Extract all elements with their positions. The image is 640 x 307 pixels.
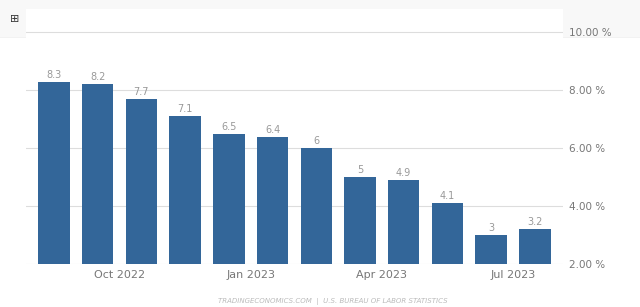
Text: 4.1: 4.1	[440, 191, 455, 201]
Text: 7.1: 7.1	[177, 104, 193, 114]
Text: 4.9: 4.9	[396, 168, 412, 178]
Bar	[82, 84, 113, 307]
Bar	[344, 177, 376, 307]
Text: TRADINGECONOMICS.COM  |  U.S. BUREAU OF LABOR STATISTICS: TRADINGECONOMICS.COM | U.S. BUREAU OF LA…	[218, 298, 447, 305]
Text: 5Y: 5Y	[64, 14, 77, 24]
Text: ⊟ Embed: ⊟ Embed	[506, 14, 557, 24]
Text: 6.4: 6.4	[265, 125, 280, 134]
Text: ⊞: ⊞	[10, 14, 19, 24]
Text: ⊞ API: ⊞ API	[448, 14, 479, 24]
Text: 7.7: 7.7	[134, 87, 149, 97]
Text: 25Y: 25Y	[125, 14, 146, 24]
Text: ✕ Compare: ✕ Compare	[282, 14, 345, 24]
Text: 3: 3	[488, 223, 494, 233]
Bar	[476, 235, 507, 307]
Bar	[257, 137, 288, 307]
Text: ▌ Chart ▾: ▌ Chart ▾	[202, 14, 253, 25]
Bar	[431, 203, 463, 307]
Bar	[125, 99, 157, 307]
Text: 6.5: 6.5	[221, 122, 237, 132]
FancyBboxPatch shape	[0, 0, 640, 38]
Text: 6: 6	[313, 136, 319, 146]
Bar	[38, 82, 70, 307]
Bar	[213, 134, 244, 307]
Text: 8.2: 8.2	[90, 72, 106, 83]
Bar	[301, 148, 332, 307]
Text: 1Y: 1Y	[35, 14, 49, 24]
Bar	[170, 116, 201, 307]
Text: 3.2: 3.2	[527, 217, 543, 227]
Bar	[519, 229, 550, 307]
Bar	[388, 180, 419, 307]
Text: 10Y: 10Y	[93, 14, 113, 24]
Text: MAX: MAX	[157, 14, 182, 24]
Text: 8.3: 8.3	[46, 70, 61, 80]
Text: ↓ Export: ↓ Export	[374, 14, 424, 24]
Text: 5: 5	[357, 165, 363, 175]
